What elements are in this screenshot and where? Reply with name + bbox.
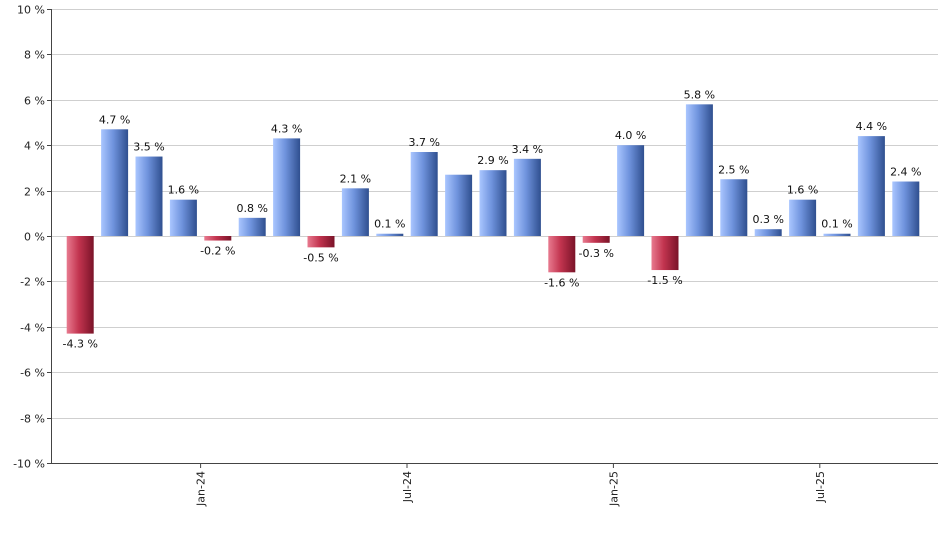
bar — [582, 236, 610, 243]
bar-value-label: -4.3 % — [62, 338, 97, 351]
bar-value-label: 3.4 % — [512, 143, 543, 156]
bar-value-label: 2.1 % — [340, 172, 371, 185]
axes — [47, 9, 938, 468]
bar — [66, 236, 94, 334]
x-tick-label: Jul-25 — [814, 471, 827, 503]
bar — [101, 129, 129, 236]
bar-value-label: 0.3 % — [752, 213, 783, 226]
bar — [135, 156, 163, 236]
bar — [204, 236, 232, 241]
x-tick-label: Jan-25 — [607, 471, 620, 507]
bar — [685, 104, 713, 236]
x-axis-tick-labels: Jan-24 Jul-24 Jan-25 Jul-25 — [195, 471, 827, 507]
y-tick-label: 4 % — [24, 140, 45, 153]
y-axis-tick-labels: -10 % -8 % -6 % -4 % -2 % 0 % 2 % 4 % 6 % 8 % 10 % — [13, 4, 45, 471]
bar-value-label: -0.2 % — [200, 245, 235, 258]
y-tick-label: 0 % — [24, 231, 45, 244]
bar — [445, 174, 473, 236]
bar — [273, 138, 301, 236]
bar — [169, 199, 197, 236]
bar-value-label: 5.8 % — [684, 88, 715, 101]
y-tick-label: -4 % — [20, 322, 45, 335]
bar-value-label: 3.7 % — [408, 136, 439, 149]
bar — [307, 236, 335, 248]
bar — [513, 158, 541, 236]
bar-value-label: 2.4 % — [890, 166, 921, 179]
bar — [823, 233, 851, 236]
x-tick-label: Jan-24 — [195, 471, 208, 507]
bar-value-label: -1.6 % — [544, 276, 579, 289]
bar-value-label: 4.7 % — [99, 113, 130, 126]
bars — [66, 104, 920, 334]
y-tick-label: -2 % — [20, 276, 45, 289]
bar-value-label: 0.8 % — [236, 202, 267, 215]
bar-value-label: 4.3 % — [271, 122, 302, 135]
bar-value-label: -0.5 % — [303, 251, 338, 264]
x-tick-label: Jul-24 — [401, 471, 414, 503]
bar-value-label: 1.6 % — [787, 184, 818, 197]
y-tick-label: -10 % — [13, 458, 45, 471]
bar-value-label: 4.4 % — [856, 120, 887, 133]
bar-value-label: 1.6 % — [168, 184, 199, 197]
bar — [789, 199, 817, 236]
bar-value-labels: -4.3 % 4.7 % 3.5 % 1.6 % -0.2 % 0.8 % 4.3 % -0.… — [62, 88, 921, 350]
y-tick-label: 8 % — [24, 49, 45, 62]
bar — [651, 236, 679, 271]
bar — [617, 145, 645, 236]
grid-lines — [51, 9, 938, 464]
bar — [857, 136, 885, 236]
bar-value-label: 0.1 % — [374, 218, 405, 231]
bar-value-label: 2.9 % — [477, 154, 508, 167]
y-tick-label: 2 % — [24, 186, 45, 199]
bar — [892, 181, 920, 236]
y-tick-label: 10 % — [17, 4, 45, 17]
bar — [720, 179, 748, 236]
bar — [754, 229, 782, 236]
bar-value-label: -0.3 % — [578, 247, 613, 260]
bar — [548, 236, 576, 273]
bar-value-label: 2.5 % — [718, 163, 749, 176]
bar-value-label: -1.5 % — [647, 274, 682, 287]
bar — [341, 188, 369, 236]
bar-value-label: 0.1 % — [821, 218, 852, 231]
bar-value-label: 4.0 % — [615, 129, 646, 142]
y-tick-label: -6 % — [20, 367, 45, 380]
bar — [410, 152, 438, 236]
bar-value-label: 3.5 % — [133, 141, 164, 154]
y-tick-label: 6 % — [24, 95, 45, 108]
y-tick-label: -8 % — [20, 413, 45, 426]
bar — [376, 233, 404, 236]
bar — [479, 170, 507, 236]
bar — [238, 217, 266, 236]
